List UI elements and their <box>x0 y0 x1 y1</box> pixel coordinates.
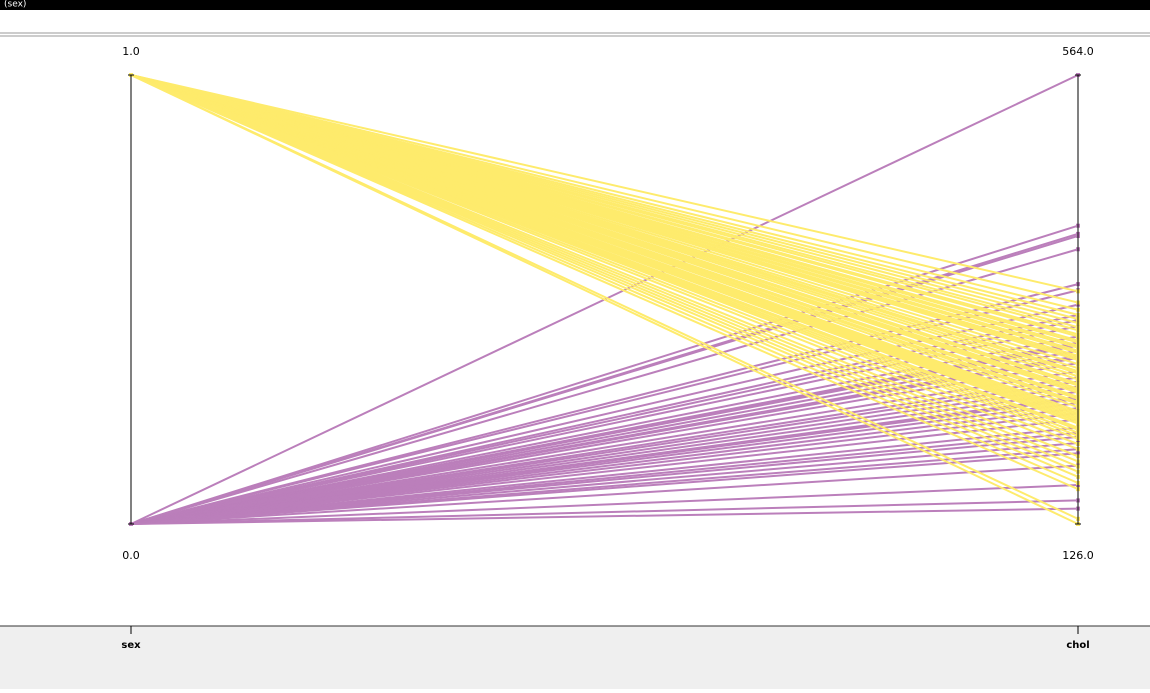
tick-label: 1.0 <box>122 45 140 58</box>
record-line <box>130 418 1079 525</box>
record-line <box>130 484 1079 525</box>
axis-panel <box>0 626 1150 689</box>
dimension-label: sex <box>121 640 141 651</box>
record-line <box>130 234 1079 525</box>
lines <box>129 73 1080 526</box>
tick-label: 0.0 <box>122 549 140 562</box>
record-line <box>130 362 1079 525</box>
record-line <box>130 74 1079 304</box>
record-line <box>130 507 1079 525</box>
tick-label: 564.0 <box>1062 45 1094 58</box>
record-line <box>130 412 1079 525</box>
record-line <box>130 452 1079 525</box>
record-line <box>130 74 1079 293</box>
record-line <box>130 303 1079 525</box>
record-line <box>130 442 1079 525</box>
chart-title: (sex) <box>4 0 26 10</box>
record-line <box>130 74 1079 451</box>
record-line <box>130 248 1079 525</box>
top-bar <box>0 0 1150 10</box>
record-line <box>130 464 1079 525</box>
record-line <box>130 335 1079 525</box>
record-line <box>130 74 1079 491</box>
record-line <box>130 319 1079 525</box>
record-line <box>130 499 1079 525</box>
dimension-label: chol <box>1066 640 1089 651</box>
tick-label: 126.0 <box>1062 549 1094 562</box>
record-line <box>130 74 1079 525</box>
record-line <box>130 435 1079 525</box>
